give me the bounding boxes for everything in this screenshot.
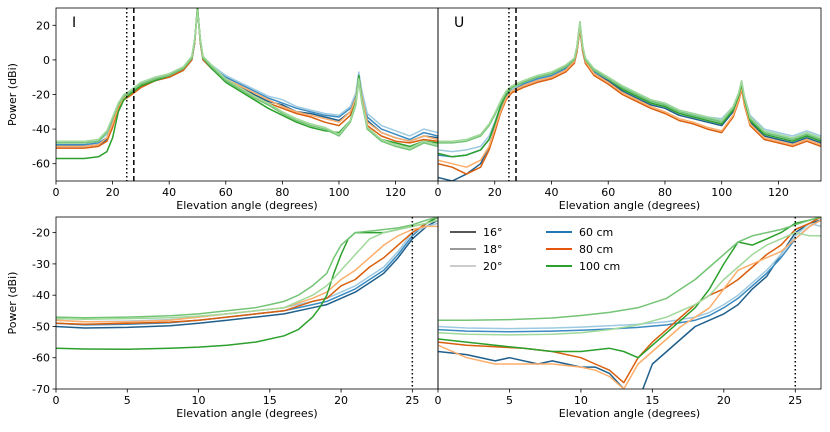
x-tick-label: 20 xyxy=(106,186,120,199)
y-axis-label: Power (dBi) xyxy=(6,272,19,335)
x-tick-label: 10 xyxy=(574,394,588,407)
x-tick-label: 25 xyxy=(405,394,419,407)
x-tick-label: 60 xyxy=(601,186,615,199)
x-tick-label: 5 xyxy=(124,394,131,407)
x-axis-label: Elevation angle (degrees) xyxy=(559,407,700,420)
y-tick-label: -40 xyxy=(32,289,50,302)
legend: 16° 18° 20° 60 cm 80 cm 100 cm xyxy=(450,226,620,273)
axes-frame xyxy=(437,7,822,182)
panel-top-right: 0 20 40 60 80 100 120 Elevation angle (degrees)… xyxy=(435,7,822,212)
x-tick-label: 120 xyxy=(768,186,789,199)
series-line xyxy=(56,8,438,149)
axes-frame xyxy=(437,216,822,390)
plot-area xyxy=(438,8,821,181)
series-line xyxy=(56,217,438,319)
plot-area xyxy=(56,8,438,181)
y-tick-label: -30 xyxy=(32,258,50,271)
x-tick-label: 100 xyxy=(711,186,732,199)
panel-label: U xyxy=(454,15,464,31)
x-tick-label: 0 xyxy=(435,186,442,199)
y-tick-label: -60 xyxy=(32,352,50,365)
series-line xyxy=(438,219,821,389)
x-tick-label: 80 xyxy=(275,186,289,199)
legend-label: 60 cm xyxy=(579,226,613,239)
y-tick-label: -40 xyxy=(32,123,50,136)
plot-area xyxy=(438,217,821,389)
legend-label: 20° xyxy=(483,260,503,273)
x-tick-label: 5 xyxy=(506,394,513,407)
panel-label: I xyxy=(72,15,76,31)
series-line xyxy=(56,10,438,149)
y-tick-label: -60 xyxy=(32,158,50,171)
x-tick-label: 15 xyxy=(645,394,659,407)
panel-bottom-left: 0 5 10 15 20 25 -70 -60 -50 -40 -30 -20 Elevation an… xyxy=(6,216,439,420)
y-tick-label: -20 xyxy=(32,89,50,102)
x-tick-label: 15 xyxy=(263,394,277,407)
x-tick-label: 60 xyxy=(219,186,233,199)
x-tick-label: 120 xyxy=(385,186,406,199)
x-tick-label: 40 xyxy=(544,186,558,199)
series-line xyxy=(438,217,821,384)
x-axis-label: Elevation angle (degrees) xyxy=(176,407,317,420)
x-tick-label: 20 xyxy=(334,394,348,407)
x-axis-label: Elevation angle (degrees) xyxy=(176,199,317,212)
x-tick-label: 40 xyxy=(162,186,176,199)
series-line xyxy=(438,217,821,359)
series-line xyxy=(438,219,821,389)
series-line xyxy=(438,26,821,168)
panel-bottom-right: 0 5 10 15 20 25 Elevation angle (degrees) 16° 18… xyxy=(435,216,822,420)
series-line xyxy=(438,231,821,336)
series-line xyxy=(438,219,821,333)
y-tick-label: -20 xyxy=(32,227,50,240)
legend-label: 16° xyxy=(483,226,503,239)
x-tick-label: 100 xyxy=(328,186,349,199)
x-tick-label: 10 xyxy=(192,394,206,407)
series-line xyxy=(56,219,438,321)
series-line xyxy=(56,217,438,351)
x-tick-label: 0 xyxy=(435,394,442,407)
x-tick-label: 0 xyxy=(53,394,60,407)
y-axis-label: Power (dBi) xyxy=(6,63,19,126)
x-tick-label: 20 xyxy=(717,394,731,407)
y-tick-label: 0 xyxy=(43,54,50,67)
series-line xyxy=(438,222,821,330)
series-line xyxy=(438,28,821,181)
y-tick-label: -70 xyxy=(32,383,50,396)
series-line xyxy=(438,28,821,175)
panel-top-left: 0 20 40 60 80 100 120 -60 -40 -20 0 20 Elevation ang… xyxy=(6,7,439,212)
axes-frame xyxy=(55,216,439,390)
series-line xyxy=(438,21,821,142)
series-line xyxy=(56,219,438,329)
x-axis-label: Elevation angle (degrees) xyxy=(559,199,700,212)
y-tick-label: -50 xyxy=(32,320,50,333)
series-line xyxy=(56,217,438,326)
legend-label: 18° xyxy=(483,243,503,256)
series-line xyxy=(56,225,438,323)
series-line xyxy=(438,217,821,321)
legend-label: 100 cm xyxy=(579,260,620,273)
x-tick-label: 25 xyxy=(788,394,802,407)
plot-area xyxy=(56,217,438,389)
x-tick-label: 20 xyxy=(488,186,502,199)
x-tick-label: 0 xyxy=(53,186,60,199)
legend-label: 80 cm xyxy=(579,243,613,256)
x-tick-label: 80 xyxy=(658,186,672,199)
y-tick-label: 20 xyxy=(36,19,50,32)
